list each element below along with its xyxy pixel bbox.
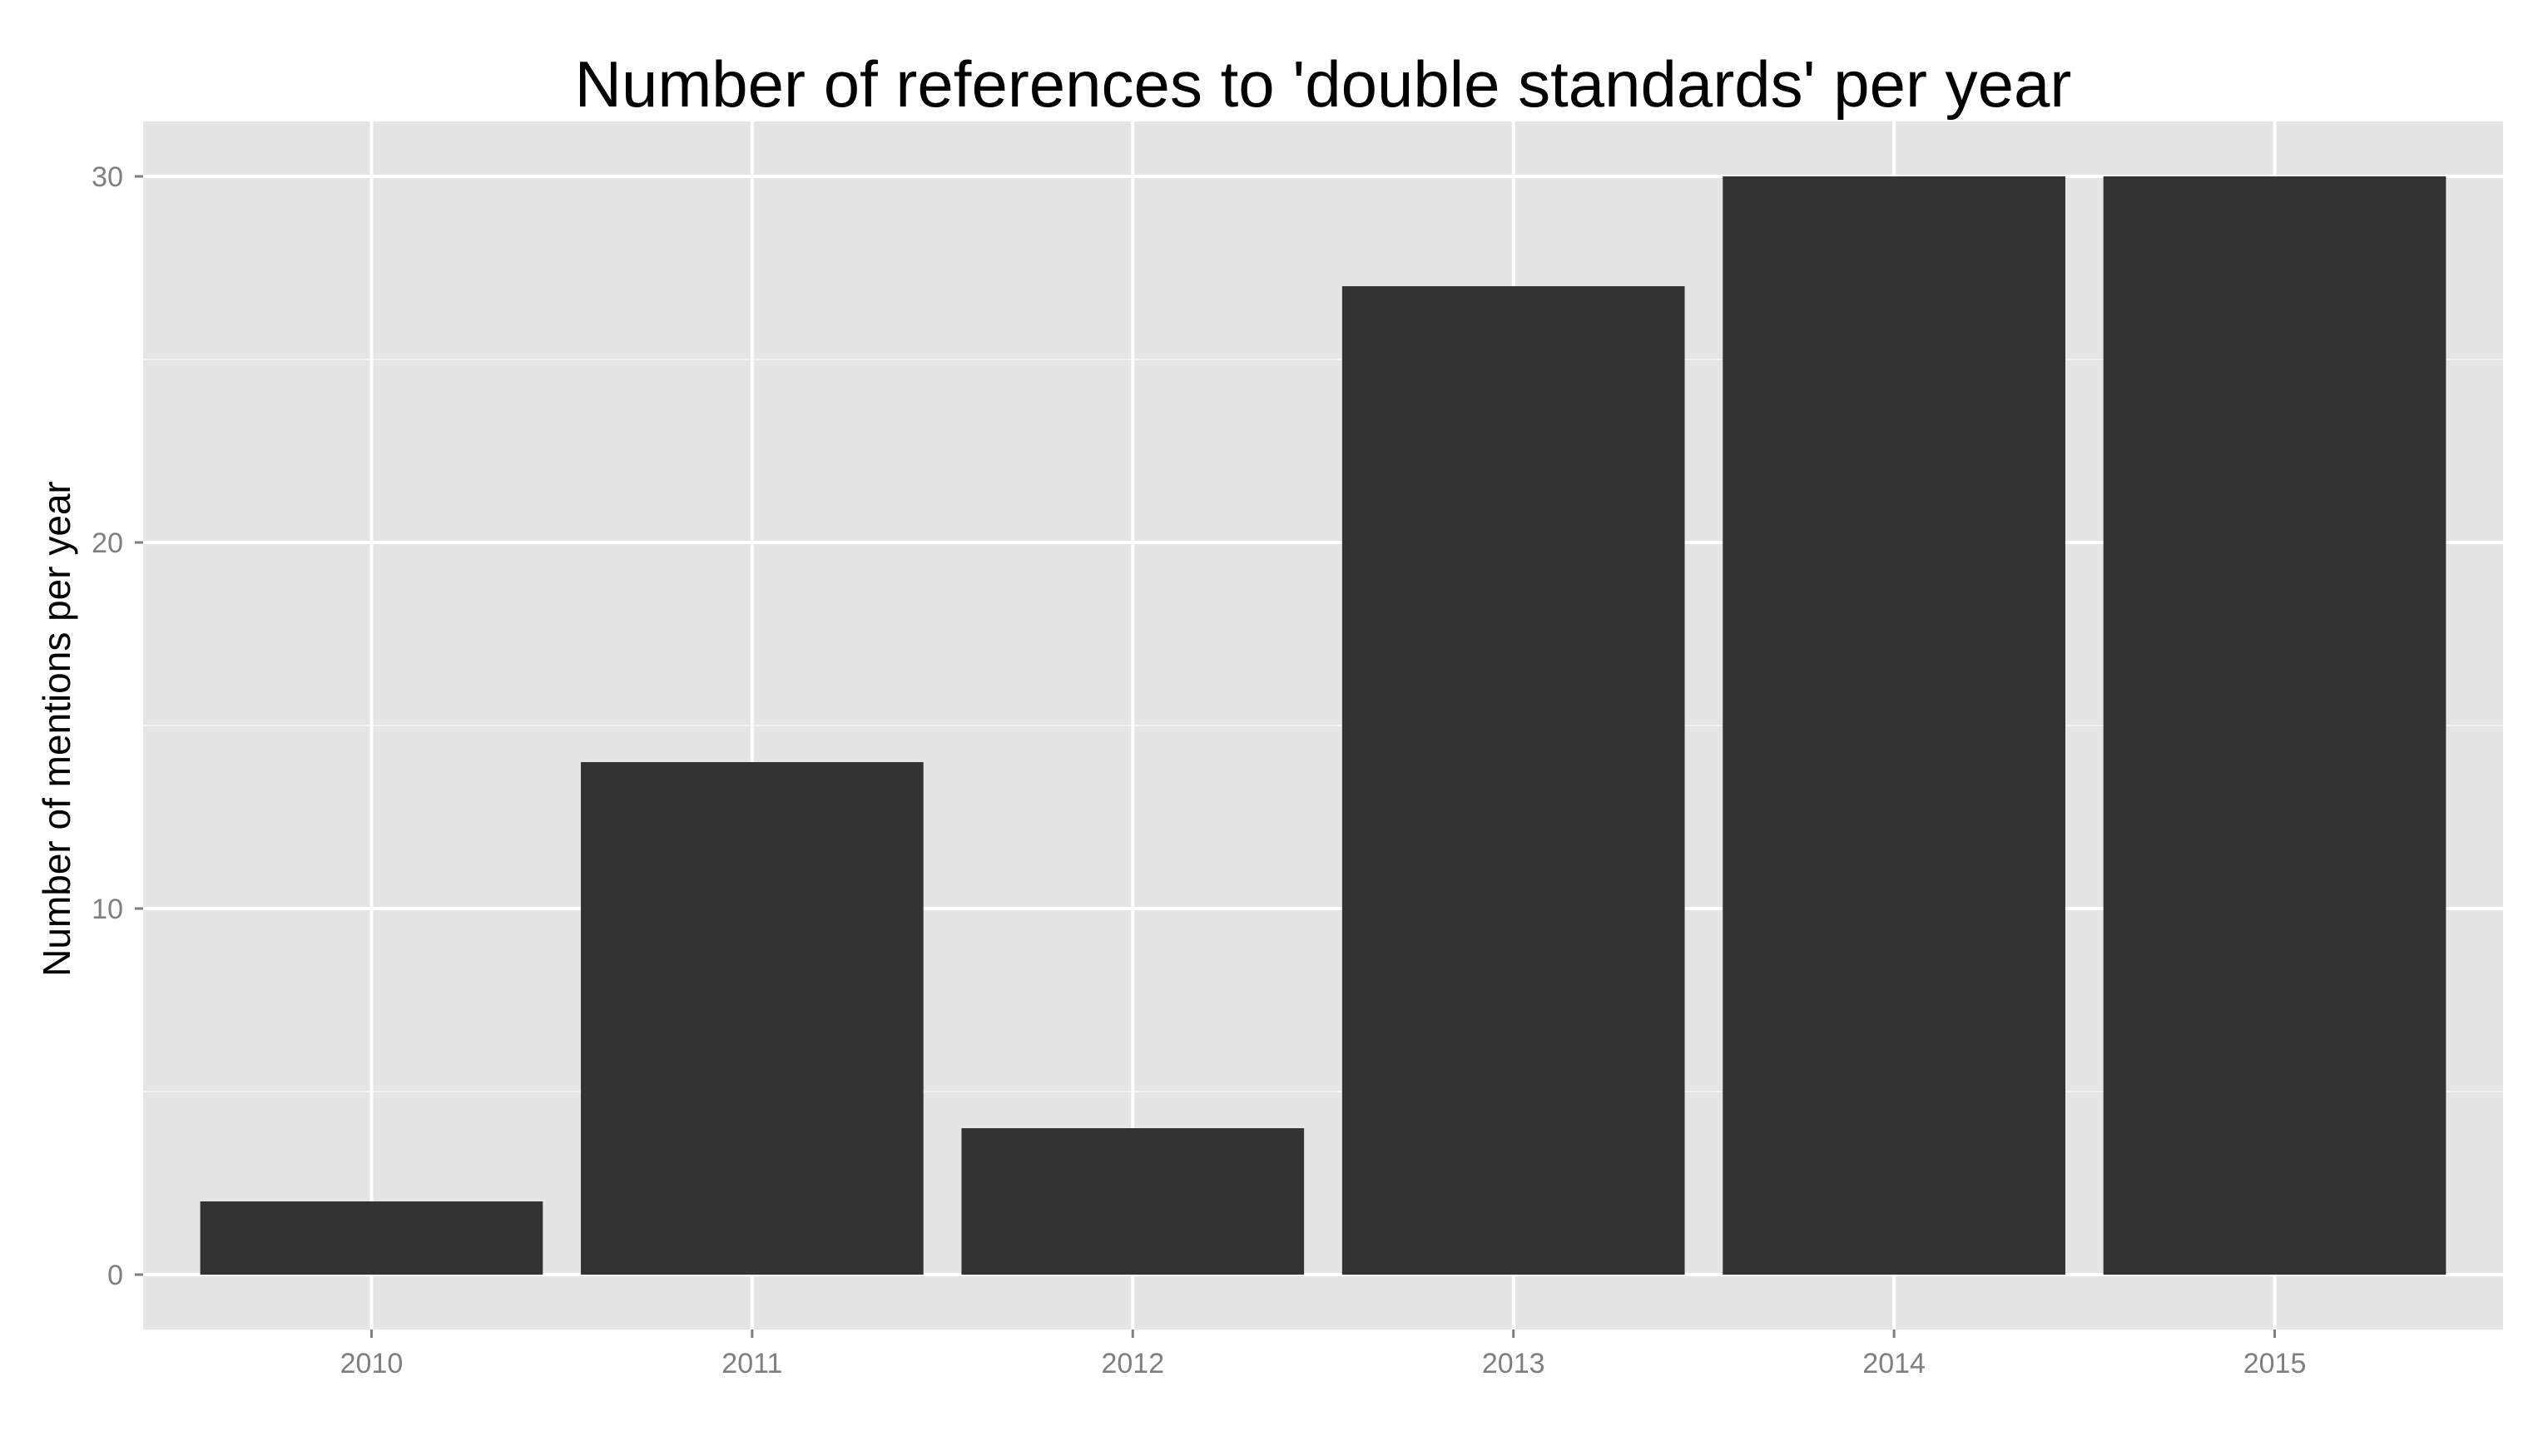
y-tick-label: 10 xyxy=(92,894,123,925)
chart-title: Number of references to 'double standard… xyxy=(575,47,2072,121)
x-tick-label: 2012 xyxy=(1101,1348,1164,1379)
x-tick-label: 2010 xyxy=(340,1348,404,1379)
x-axis: 2010 2011 2012 2013 2014 2015 xyxy=(340,1330,2307,1379)
y-tick-label: 0 xyxy=(107,1260,123,1291)
x-tick-label: 2014 xyxy=(1862,1348,1926,1379)
bar-2015 xyxy=(2103,176,2446,1275)
y-tick-label: 30 xyxy=(92,161,123,193)
bar-2010 xyxy=(200,1201,543,1275)
bar-2014 xyxy=(1723,176,2065,1275)
bar-2012 xyxy=(961,1128,1305,1275)
y-tick-label: 20 xyxy=(92,527,123,559)
bars xyxy=(200,176,2446,1275)
y-axis-label: Number of mentions per year xyxy=(35,481,78,977)
y-axis: 0 10 20 30 xyxy=(92,161,143,1291)
x-tick-label: 2011 xyxy=(721,1348,782,1379)
bar-2013 xyxy=(1341,286,1685,1275)
x-tick-label: 2015 xyxy=(2243,1348,2307,1379)
x-tick-label: 2013 xyxy=(1482,1348,1545,1379)
bar-2011 xyxy=(581,762,924,1275)
